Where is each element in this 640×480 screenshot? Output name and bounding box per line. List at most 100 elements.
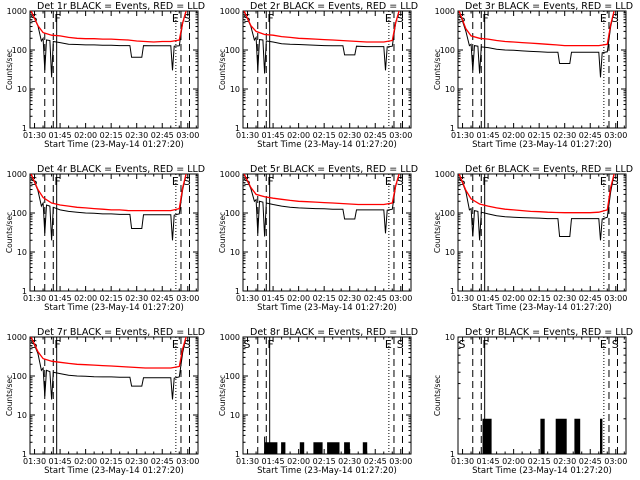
series-lld-line: [243, 10, 400, 43]
y-tick-label: 1: [22, 124, 27, 133]
event-marker-s: S: [184, 175, 191, 188]
x-tick-label: 02:45: [151, 294, 174, 303]
y-tick-label: 100: [12, 46, 27, 55]
y-tick-label: 100: [225, 372, 240, 381]
x-tick-label: 02:45: [364, 457, 387, 466]
x-tick-label: 02:45: [579, 131, 602, 140]
x-tick-label: 02:00: [502, 131, 525, 140]
x-tick-label: 02:00: [502, 457, 525, 466]
x-tick-label: 02:15: [100, 457, 123, 466]
x-tick-label: 02:45: [151, 457, 174, 466]
x-tick-label: 02:15: [528, 457, 551, 466]
y-tick-label: 1: [450, 450, 455, 459]
y-tick-label: 10: [230, 411, 240, 420]
panel-title: Det 5r BLACK = Events, RED = LLD: [250, 164, 418, 175]
series-events-line: [30, 10, 187, 78]
series-events-line: [243, 10, 400, 74]
x-tick-label: 01:45: [262, 294, 285, 303]
x-tick-label: 02:00: [502, 294, 525, 303]
y-axis-label: Counts/sec: [433, 212, 442, 253]
panel-title: Det 7r BLACK = Events, RED = LLD: [37, 327, 205, 338]
series-events-bursts: [264, 436, 368, 454]
x-tick-label: 02:15: [100, 131, 123, 140]
x-tick-label: 02:45: [579, 294, 602, 303]
y-tick-label: 100: [225, 46, 240, 55]
series-events-line: [458, 173, 615, 241]
panel-title: Det 8r BLACK = Events, RED = LLD: [250, 327, 418, 338]
x-tick-label: 01:45: [262, 131, 285, 140]
panel-8: Det 8r BLACK = Events, RED = LLD 1 10 100 10…: [218, 327, 418, 476]
y-tick-label: 1000: [220, 333, 240, 342]
y-tick-label: 1000: [7, 333, 27, 342]
event-marker-f: F: [267, 338, 273, 351]
x-tick-label: 02:45: [364, 131, 387, 140]
y-axis-label: Counts/sec: [433, 49, 442, 90]
panel-title: Det 1r BLACK = Events, RED = LLD: [37, 1, 205, 12]
x-tick-label: 02:15: [528, 131, 551, 140]
x-axis-label: Start Time (23-May-14 01:27:20): [44, 140, 184, 150]
y-tick-label: 1000: [435, 170, 455, 179]
y-axis-label: Counts/sec: [5, 212, 14, 253]
series-lld-line: [458, 10, 615, 47]
event-marker-f: F: [482, 12, 488, 25]
x-tick-label: 03:00: [176, 131, 199, 140]
panel-title: Det 2r BLACK = Events, RED = LLD: [250, 1, 418, 12]
event-marker-e: E: [600, 338, 607, 351]
panel-title: Det 6r BLACK = Events, RED = LLD: [465, 164, 633, 175]
x-tick-label: 02:15: [528, 294, 551, 303]
x-tick-label: 02:30: [338, 457, 361, 466]
panel-1: Det 1r BLACK = Events, RED = LLD 1 10 100 10…: [5, 1, 205, 150]
series-lld-line: [458, 173, 615, 214]
x-tick-label: 02:00: [74, 457, 97, 466]
y-tick-label: 10: [230, 248, 240, 257]
x-tick-label: 01:30: [23, 131, 46, 140]
x-tick-label: 01:45: [49, 131, 72, 140]
y-tick-label: 1: [22, 287, 27, 296]
event-marker-s: S: [397, 175, 404, 188]
event-marker-s: S: [184, 12, 191, 25]
event-marker-e: E: [385, 338, 392, 351]
event-marker-f: F: [54, 175, 60, 188]
series-events-line: [30, 173, 187, 241]
panel-9: Det 9r BLACK = Events, RED = LLD 1 10 01:30…: [433, 327, 633, 476]
y-tick-label: 1: [450, 287, 455, 296]
x-axis-label: Start Time (23-May-14 01:27:20): [472, 466, 612, 476]
y-tick-label: 10: [230, 85, 240, 94]
panel-title: Det 4r BLACK = Events, RED = LLD: [37, 164, 205, 175]
x-tick-label: 01:45: [477, 294, 500, 303]
y-tick-label: 1: [235, 450, 240, 459]
panel-6: Det 6r BLACK = Events, RED = LLD 1 10 100 10…: [433, 164, 633, 313]
x-tick-label: 02:00: [74, 294, 97, 303]
x-tick-label: 02:30: [125, 294, 148, 303]
panel-4: Det 4r BLACK = Events, RED = LLD 1 10 100 10…: [5, 164, 205, 313]
x-tick-label: 02:15: [313, 131, 336, 140]
x-axis-label: Start Time (23-May-14 01:27:20): [257, 466, 397, 476]
y-tick-label: 100: [12, 372, 27, 381]
event-marker-s: S: [397, 12, 404, 25]
event-marker-f: F: [482, 175, 488, 188]
x-axis-label: Start Time (23-May-14 01:27:20): [44, 303, 184, 313]
y-tick-label: 100: [225, 209, 240, 218]
event-marker-s: S: [397, 338, 404, 351]
x-tick-label: 01:30: [451, 457, 474, 466]
x-tick-label: 02:30: [553, 294, 576, 303]
x-tick-label: 02:45: [364, 294, 387, 303]
event-marker-e: E: [385, 175, 392, 188]
y-axis-label: Counts/sec: [5, 49, 14, 90]
event-marker-e: E: [172, 12, 179, 25]
x-axis-label: Start Time (23-May-14 01:27:20): [472, 303, 612, 313]
series-lld-line: [30, 336, 187, 369]
x-tick-label: 01:30: [451, 294, 474, 303]
y-tick-label: 10: [445, 85, 455, 94]
x-tick-label: 02:30: [553, 457, 576, 466]
plot-frame: [242, 10, 412, 129]
x-tick-label: 03:00: [389, 457, 412, 466]
series-events-line: [30, 336, 187, 400]
y-tick-label: 10: [17, 85, 27, 94]
series-lld-line: [30, 173, 187, 212]
plot-frame: [242, 173, 412, 292]
x-tick-label: 02:15: [313, 294, 336, 303]
panel-3: Det 3r BLACK = Events, RED = LLD 1 10 100 10…: [433, 1, 633, 150]
x-tick-label: 01:30: [236, 457, 259, 466]
x-axis-label: Start Time (23-May-14 01:27:20): [44, 466, 184, 476]
